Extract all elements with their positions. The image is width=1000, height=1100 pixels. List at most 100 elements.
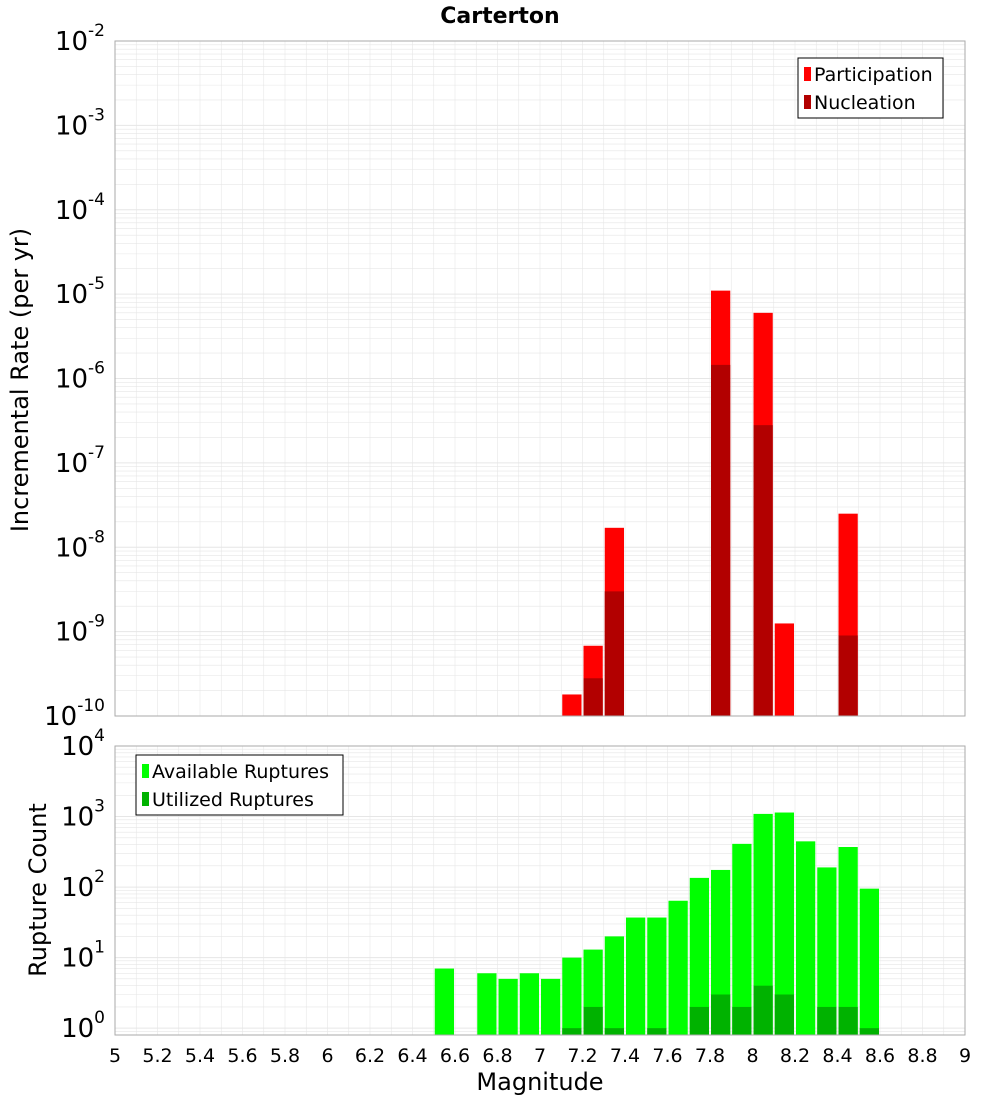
x-tick-label: 7.8 [695,1045,725,1067]
bar [604,936,624,1035]
x-tick-label: 6.2 [355,1045,385,1067]
bar [562,957,582,1035]
bar [753,425,773,716]
series-available-ruptures [434,812,879,1035]
bar [774,623,794,716]
chart-title: Carterton [440,4,559,29]
bar [753,985,773,1035]
bar [668,900,688,1035]
bar [817,1006,837,1035]
bar [583,678,603,716]
x-tick-label: 8.4 [822,1045,852,1067]
bar [838,635,858,716]
bar [583,1006,603,1035]
series-utilized-ruptures [562,985,879,1035]
bar [838,1006,858,1035]
y-tick-label: 10-4 [55,190,105,226]
plot-frame [114,40,966,717]
bar [732,843,752,1035]
bar [711,869,731,1035]
y-tick-label: 102 [61,867,105,903]
legend-label: Participation [814,64,933,86]
bar [498,978,518,1035]
x-tick-label: 6.6 [440,1045,470,1067]
bar [732,1006,752,1035]
legend-label: Nucleation [814,92,916,114]
x-tick-label: 5.2 [142,1045,172,1067]
x-tick-label: 7 [534,1045,546,1067]
x-tick-label: 6 [321,1045,333,1067]
plot-frame [114,745,966,1036]
x-tick-label: 5.6 [227,1045,257,1067]
y-tick-label: 10-6 [55,359,105,395]
rupture-count-panel: 100 101 102 103 104 Available Ruptures Utilize… [61,726,966,1044]
bar [519,973,539,1035]
bar [647,1028,667,1035]
bar [604,591,624,716]
x-tick-label: 9 [959,1045,971,1067]
bar [562,1028,582,1035]
y-tick-label: 10-10 [44,696,105,732]
legend: Participation Nucleation [797,57,944,119]
y-tick-labels: 10-10 10-9 10-8 10-7 10-6 10-5 10-4 10-3 10-2 [44,21,105,732]
legend-box [135,754,344,816]
y-tick-label: 100 [61,1008,105,1044]
bar [626,917,646,1035]
x-tick-label: 7.6 [652,1045,682,1067]
bar [562,694,582,716]
magnitude-axis-label: Magnitude [476,1068,603,1096]
bar [774,994,794,1035]
x-tick-label: 5 [109,1045,121,1067]
legend-label: Utilized Ruptures [152,789,314,811]
bar [477,973,497,1035]
bar [796,841,816,1035]
x-tick-label: 6.4 [397,1045,427,1067]
y-tick-label: 10-8 [55,527,105,563]
rate-axis-label: Incremental Rate (per yr) [6,228,34,532]
legend: Available Ruptures Utilized Ruptures [135,754,344,816]
y-tick-label: 10-3 [55,105,105,141]
bar [647,917,667,1035]
x-tick-label: 7.4 [610,1045,640,1067]
magnitude-axis: 5 5.2 5.4 5.6 5.8 6 6.2 6.4 6.6 6.8 7 7.2 7.4 7.6 7.8 8… [109,1045,971,1067]
grid [114,41,966,717]
x-tick-label: 8.6 [865,1045,895,1067]
bar [774,812,794,1035]
bar [711,364,731,716]
y-tick-labels: 100 101 102 103 104 [61,726,105,1044]
rupture-count-axis-label: Rupture Count [24,803,52,977]
rate-panel: 10-10 10-9 10-8 10-7 10-6 10-5 10-4 10-3 10-2 Par… [44,21,966,732]
series-nucleation [583,364,858,716]
y-tick-label: 10-9 [55,612,105,648]
y-tick-label: 104 [61,726,105,762]
x-tick-label: 5.8 [270,1045,300,1067]
bar [434,968,454,1035]
bar [859,888,879,1035]
bar [689,1006,709,1035]
x-tick-label: 6.8 [482,1045,512,1067]
bar [711,994,731,1035]
x-tick-label: 8.8 [907,1045,937,1067]
legend-box [797,57,944,119]
legend-swatch [142,792,149,806]
x-tick-label: 7.2 [567,1045,597,1067]
y-tick-label: 103 [61,797,105,833]
legend-swatch [142,764,149,778]
y-tick-label: 10-2 [55,21,105,57]
x-tick-label: 8 [746,1045,758,1067]
x-tick-label: 8.2 [780,1045,810,1067]
bar [838,847,858,1035]
legend-label: Available Ruptures [152,761,329,783]
bar [817,867,837,1035]
x-tick-label: 5.4 [185,1045,215,1067]
y-tick-label: 101 [61,938,105,974]
bar [689,877,709,1035]
legend-swatch [804,67,811,81]
legend-swatch [804,95,811,109]
bar [859,1028,879,1035]
y-tick-label: 10-5 [55,274,105,310]
bar [604,1028,624,1035]
y-tick-label: 10-7 [55,443,105,479]
bar [753,813,773,1035]
